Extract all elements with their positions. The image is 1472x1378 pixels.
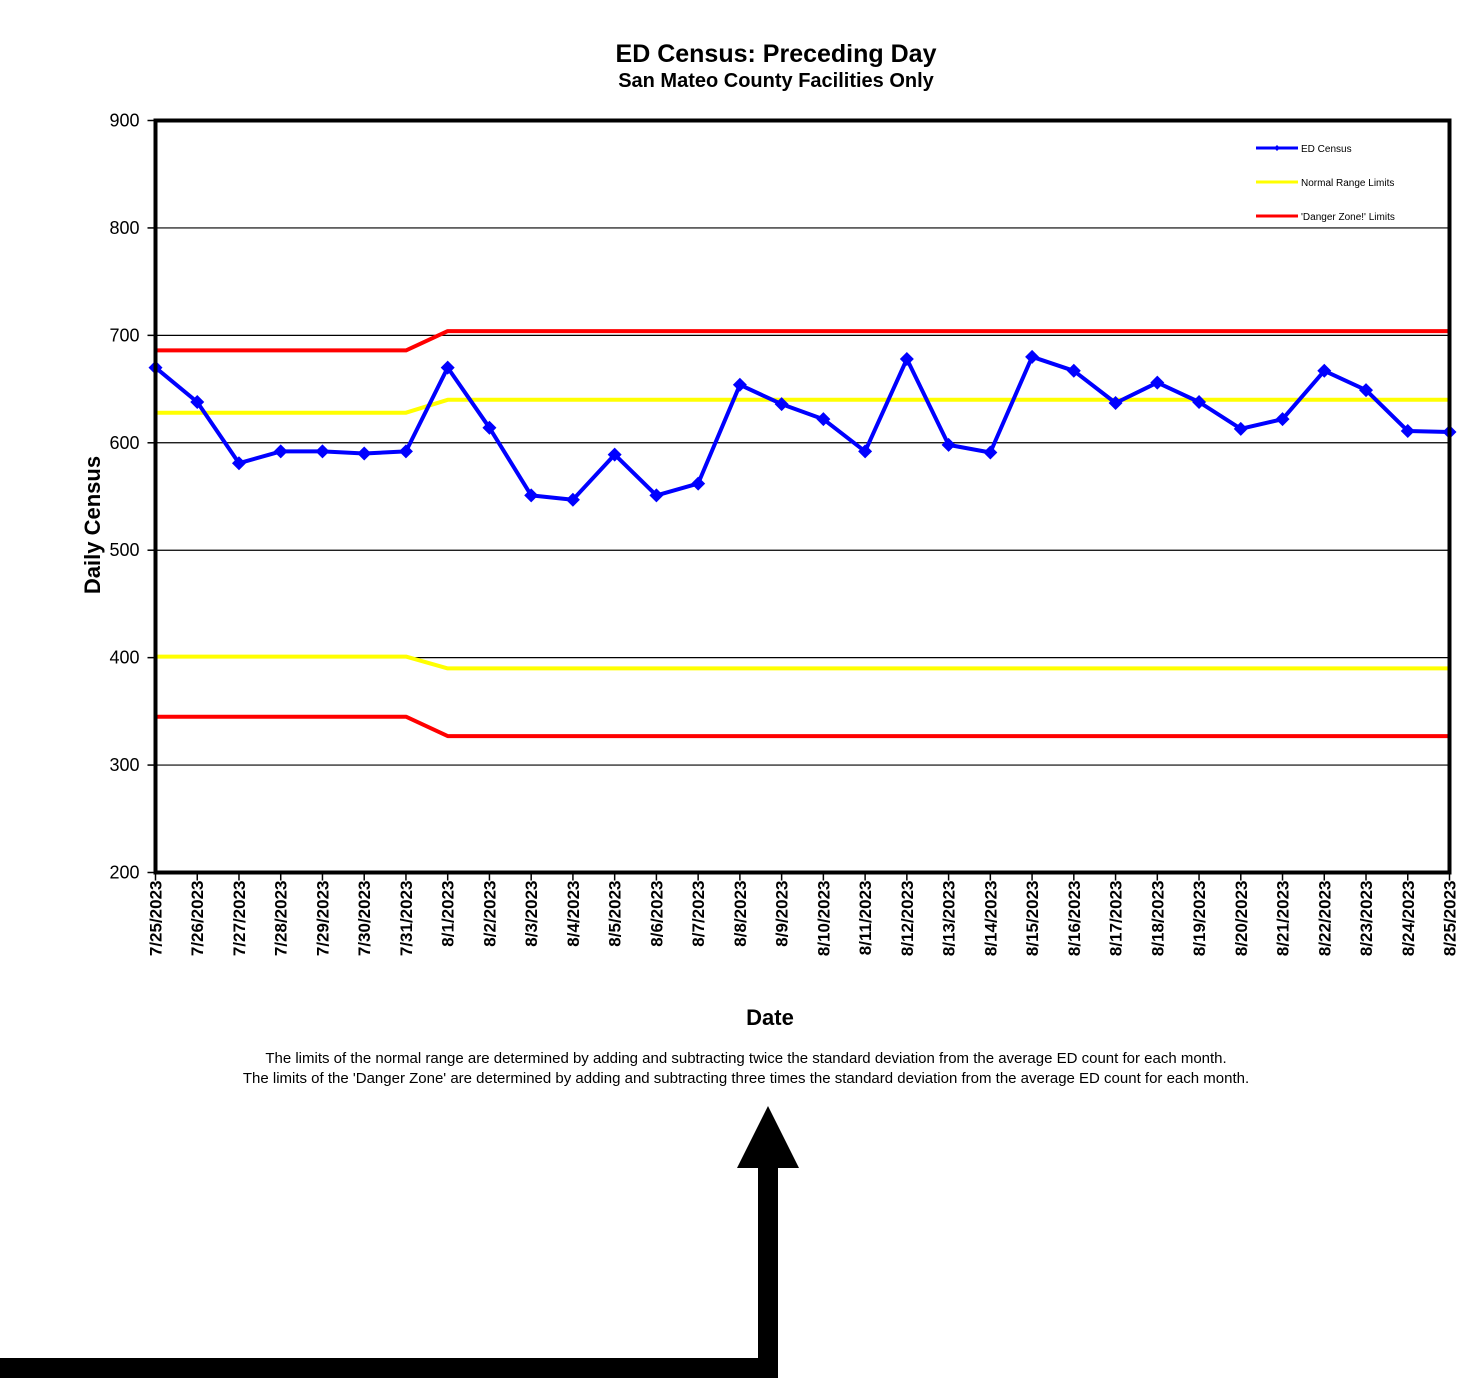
footnote-normal-range: The limits of the normal range are deter… xyxy=(265,1050,1226,1067)
legend: ED Census Normal Range Limits 'Danger Zone… xyxy=(1256,144,1395,223)
chart-title: ED Census: Preceding Day xyxy=(616,40,937,68)
series-lines xyxy=(148,329,1457,739)
y-tick-label: 800 xyxy=(109,218,139,238)
x-tick-label: 8/8/2023 xyxy=(731,881,750,947)
data-point xyxy=(1192,394,1207,409)
x-tick-label: 8/25/2023 xyxy=(1441,881,1460,957)
data-point xyxy=(1066,363,1081,378)
data-point xyxy=(941,437,956,452)
data-point xyxy=(983,445,998,460)
x-tick-label: 7/29/2023 xyxy=(313,881,332,957)
data-point xyxy=(482,420,497,435)
x-tick-label: 8/20/2023 xyxy=(1232,881,1251,957)
y-tick-label: 700 xyxy=(109,325,139,345)
chart-subtitle: San Mateo County Facilities Only xyxy=(618,70,934,92)
y-tick-label: 400 xyxy=(109,648,139,668)
gridlines xyxy=(155,227,1450,766)
x-tick-label: 8/18/2023 xyxy=(1148,881,1167,957)
y-axis-ticks: 200 300 400 500 600 700 800 900 xyxy=(109,111,156,883)
data-point xyxy=(649,488,664,503)
x-tick-label: 7/25/2023 xyxy=(147,881,166,957)
data-point xyxy=(1233,421,1248,436)
legend-label: 'Danger Zone!' Limits xyxy=(1301,212,1395,223)
x-tick-label: 8/11/2023 xyxy=(856,881,875,956)
legend-label: ED Census xyxy=(1301,144,1352,155)
x-tick-label: 8/2/2023 xyxy=(480,881,499,947)
data-point xyxy=(899,351,914,366)
data-point xyxy=(565,492,580,507)
x-tick-label: 8/17/2023 xyxy=(1107,881,1126,957)
x-tick-label: 8/1/2023 xyxy=(439,881,458,947)
x-tick-label: 8/5/2023 xyxy=(606,881,625,947)
normal-range-limits-upper-line xyxy=(155,397,1450,415)
legend-label: Normal Range Limits xyxy=(1301,178,1394,189)
data-point xyxy=(1108,396,1123,411)
footnote-danger-zone: The limits of the 'Danger Zone' are dete… xyxy=(243,1070,1249,1087)
legend-marker xyxy=(1274,145,1280,151)
normal-range-limits-lower-line xyxy=(155,654,1450,671)
data-point xyxy=(1150,375,1165,390)
data-point xyxy=(732,377,747,392)
y-tick-label: 300 xyxy=(109,755,139,775)
data-point xyxy=(691,476,706,491)
data-point xyxy=(774,397,789,412)
x-tick-label: 8/21/2023 xyxy=(1274,881,1293,957)
x-tick-label: 7/27/2023 xyxy=(230,881,249,957)
plot-area-border xyxy=(153,118,1452,875)
x-axis-label: Date xyxy=(746,1005,794,1030)
data-point xyxy=(858,444,873,459)
data-point xyxy=(524,488,539,503)
x-tick-label: 7/31/2023 xyxy=(397,881,416,957)
data-point xyxy=(816,412,831,427)
data-point xyxy=(398,444,413,459)
x-tick-label: 7/28/2023 xyxy=(272,881,291,957)
data-point xyxy=(273,444,288,459)
x-tick-label: 8/23/2023 xyxy=(1357,881,1376,957)
data-point xyxy=(1275,412,1290,427)
data-point xyxy=(440,360,455,375)
data-point xyxy=(315,444,330,459)
y-tick-label: 900 xyxy=(109,111,139,131)
data-point xyxy=(231,456,246,471)
data-point xyxy=(190,394,205,409)
data-point xyxy=(357,446,372,461)
y-tick-label: 600 xyxy=(109,433,139,453)
x-tick-label: 8/19/2023 xyxy=(1190,881,1209,957)
y-tick-label: 200 xyxy=(109,863,139,883)
x-tick-label: 7/26/2023 xyxy=(188,881,207,957)
danger-zone-limits-upper-line xyxy=(155,329,1450,353)
ed-census-line xyxy=(154,354,1450,502)
x-tick-label: 8/22/2023 xyxy=(1315,881,1334,957)
x-tick-label: 8/9/2023 xyxy=(773,881,792,947)
x-tick-label: 8/4/2023 xyxy=(564,881,583,947)
data-point xyxy=(1317,363,1332,378)
x-axis-ticks: 7/25/2023 7/26/2023 7/27/2023 7/28/2023 7/29… xyxy=(147,872,1460,957)
x-tick-label: 7/30/2023 xyxy=(355,881,374,957)
x-tick-label: 8/24/2023 xyxy=(1399,881,1418,957)
data-point xyxy=(607,447,622,462)
x-tick-label: 8/7/2023 xyxy=(689,881,708,947)
danger-zone-limits-lower-line xyxy=(155,714,1450,739)
data-point xyxy=(1359,383,1374,398)
x-tick-label: 8/14/2023 xyxy=(981,881,1000,957)
x-tick-label: 8/6/2023 xyxy=(647,881,666,947)
x-tick-label: 8/13/2023 xyxy=(940,881,959,957)
data-point xyxy=(1400,423,1415,438)
x-tick-label: 8/15/2023 xyxy=(1023,881,1042,957)
y-axis-label: Daily Census xyxy=(80,456,105,594)
x-tick-label: 8/12/2023 xyxy=(898,881,917,957)
y-tick-label: 500 xyxy=(109,540,139,560)
x-tick-label: 8/10/2023 xyxy=(814,881,833,957)
data-point xyxy=(1025,349,1040,364)
x-tick-label: 8/3/2023 xyxy=(522,881,541,947)
callout-arrow xyxy=(0,1106,799,1378)
x-tick-label: 8/16/2023 xyxy=(1065,881,1084,957)
